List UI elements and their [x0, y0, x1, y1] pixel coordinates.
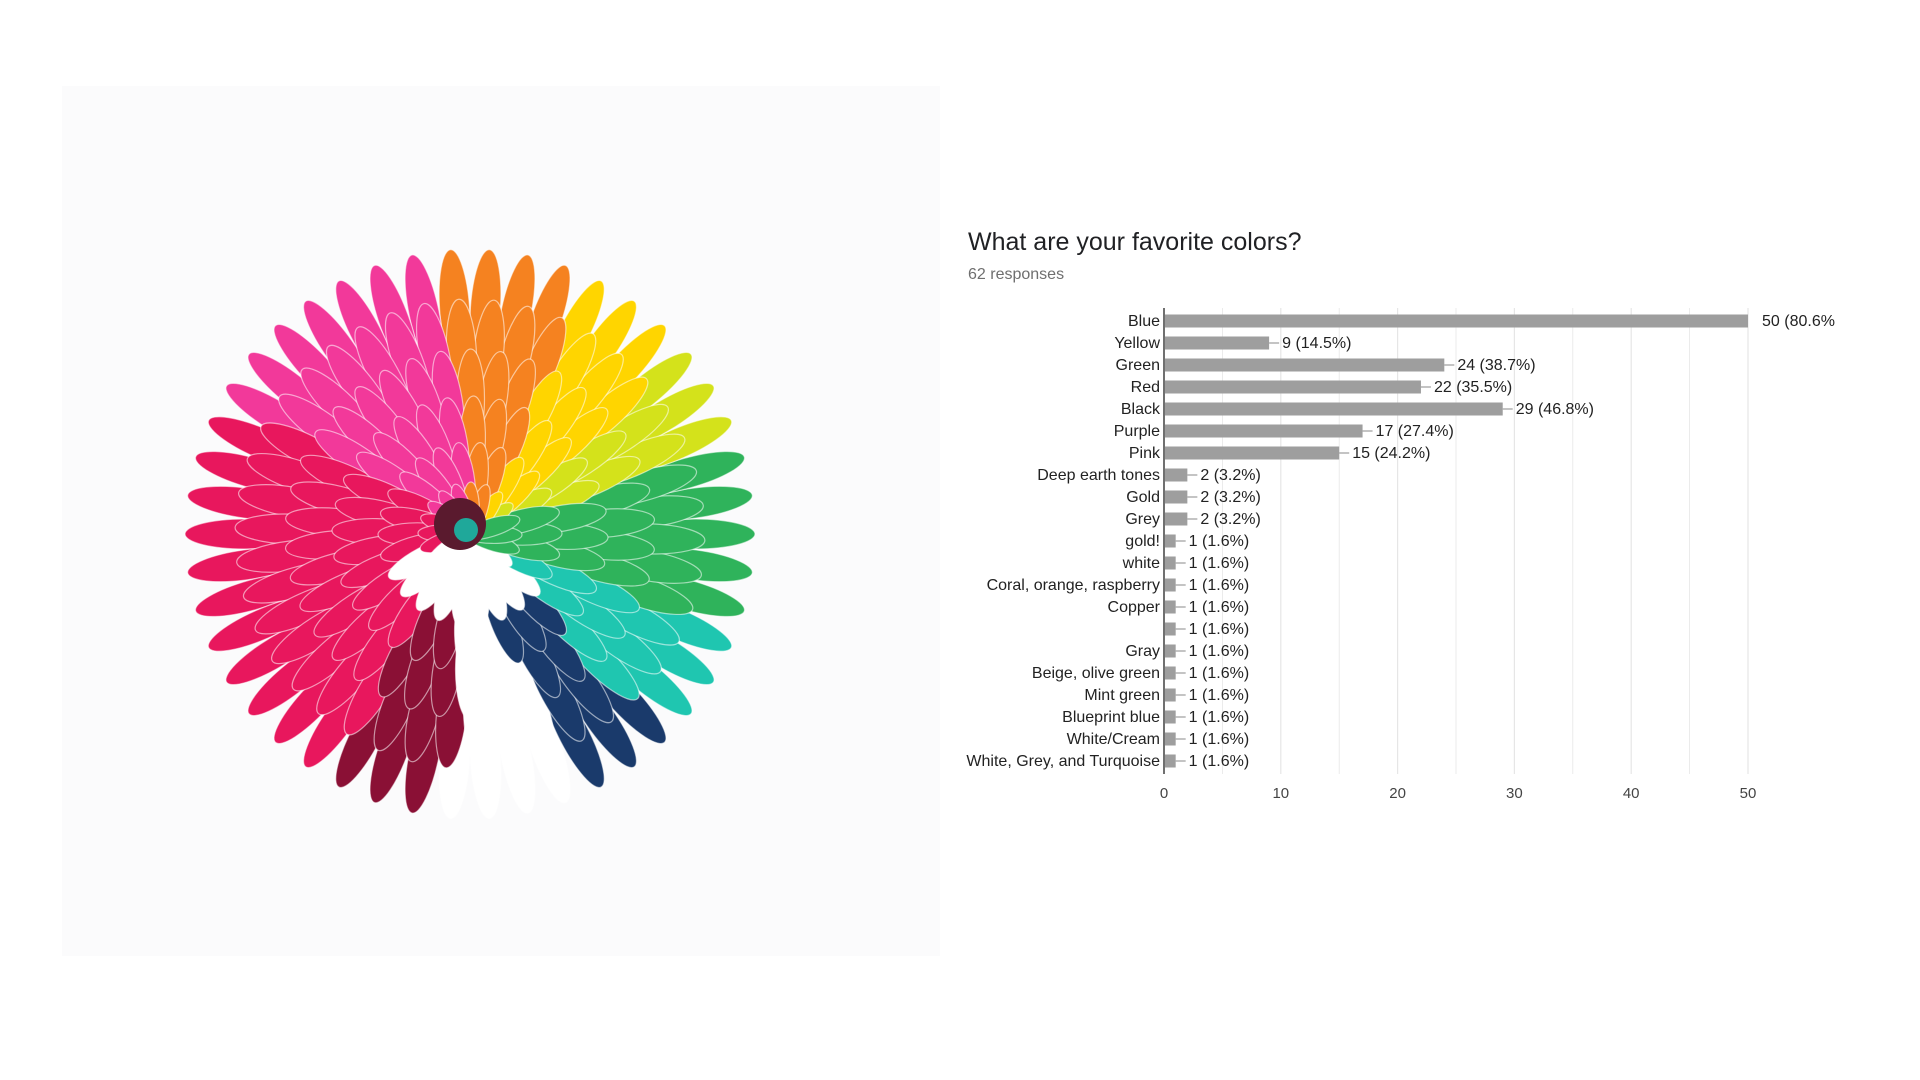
category-label: Blue [1128, 313, 1160, 330]
category-label: Mint green [1084, 687, 1160, 704]
value-label: 50 (80.6% [1762, 313, 1835, 330]
value-label: 2 (3.2%) [1200, 489, 1260, 506]
category-label: Yellow [1114, 335, 1160, 352]
value-label: 15 (24.2%) [1352, 445, 1430, 462]
value-label: 9 (14.5%) [1282, 335, 1351, 352]
bar [1165, 600, 1176, 614]
value-label: 29 (46.8%) [1516, 401, 1594, 418]
bar [1165, 424, 1363, 438]
bar [1165, 578, 1176, 592]
x-tick-label: 50 [1740, 785, 1757, 802]
survey-chart: What are your favorite colors? 62 respon… [940, 210, 1900, 850]
chart-grid [1221, 308, 1749, 774]
value-label: 1 (1.6%) [1189, 555, 1249, 572]
bar [1165, 644, 1176, 658]
category-label: White/Cream [1067, 731, 1160, 748]
bar [1165, 490, 1188, 504]
bar [1165, 666, 1176, 680]
value-label: 2 (3.2%) [1200, 467, 1260, 484]
flower-petals [184, 249, 756, 819]
value-label: 1 (1.6%) [1189, 621, 1249, 638]
bar [1165, 732, 1176, 746]
bar [1165, 754, 1176, 768]
value-label: 1 (1.6%) [1189, 665, 1249, 682]
value-label: 1 (1.6%) [1189, 753, 1249, 770]
x-tick-label: 30 [1506, 785, 1523, 802]
value-label: 1 (1.6%) [1189, 599, 1249, 616]
category-label: Green [1116, 357, 1160, 374]
category-label: Grey [1125, 511, 1160, 528]
bar [1165, 556, 1176, 570]
x-tick-label: 0 [1160, 785, 1168, 802]
value-label: 1 (1.6%) [1189, 533, 1249, 550]
bar [1165, 710, 1176, 724]
bar [1165, 402, 1503, 416]
x-tick-label: 20 [1389, 785, 1406, 802]
chart-title: What are your favorite colors? [968, 228, 1302, 256]
value-label: 2 (3.2%) [1200, 511, 1260, 528]
x-tick-label: 40 [1623, 785, 1640, 802]
chart-subtitle: 62 responses [968, 266, 1065, 283]
bar [1165, 336, 1270, 350]
category-label: Beige, olive green [1032, 665, 1160, 682]
bar [1165, 358, 1445, 372]
bar [1165, 314, 1748, 328]
category-label: Blueprint blue [1062, 709, 1160, 726]
category-label: gold! [1125, 533, 1160, 550]
bar [1165, 622, 1176, 636]
value-label: 1 (1.6%) [1189, 577, 1249, 594]
value-label: 1 (1.6%) [1189, 731, 1249, 748]
category-label: Purple [1114, 423, 1160, 440]
bar [1165, 468, 1188, 482]
bar-chart-canvas: Blue 50 (80.6% Yellow 9 (14.5%) Green 24 (38.… [966, 308, 1835, 802]
category-label: White, Grey, and Turquoise [966, 753, 1160, 770]
value-label: 22 (35.5%) [1434, 379, 1512, 396]
value-label: 1 (1.6%) [1189, 643, 1249, 660]
value-label: 1 (1.6%) [1189, 709, 1249, 726]
value-label: 17 (27.4%) [1376, 423, 1454, 440]
category-label: Deep earth tones [1037, 467, 1160, 484]
category-label: Black [1121, 401, 1161, 418]
x-tick-label: 10 [1272, 785, 1289, 802]
bar [1165, 380, 1421, 394]
category-label: Coral, orange, raspberry [987, 577, 1160, 594]
category-label: Gray [1125, 643, 1160, 660]
value-label: 1 (1.6%) [1189, 687, 1249, 704]
category-label: white [1122, 555, 1160, 572]
bar [1165, 512, 1188, 526]
category-label: Gold [1126, 489, 1160, 506]
flower-photo [62, 86, 940, 956]
bar [1165, 688, 1176, 702]
flower-icon [184, 249, 756, 819]
flower-center-dot [454, 518, 478, 542]
value-label: 24 (38.7%) [1457, 357, 1535, 374]
bar [1165, 446, 1340, 460]
category-label: Copper [1108, 599, 1161, 616]
category-label: Red [1131, 379, 1160, 396]
category-label: Pink [1129, 445, 1161, 462]
bar [1165, 534, 1176, 548]
